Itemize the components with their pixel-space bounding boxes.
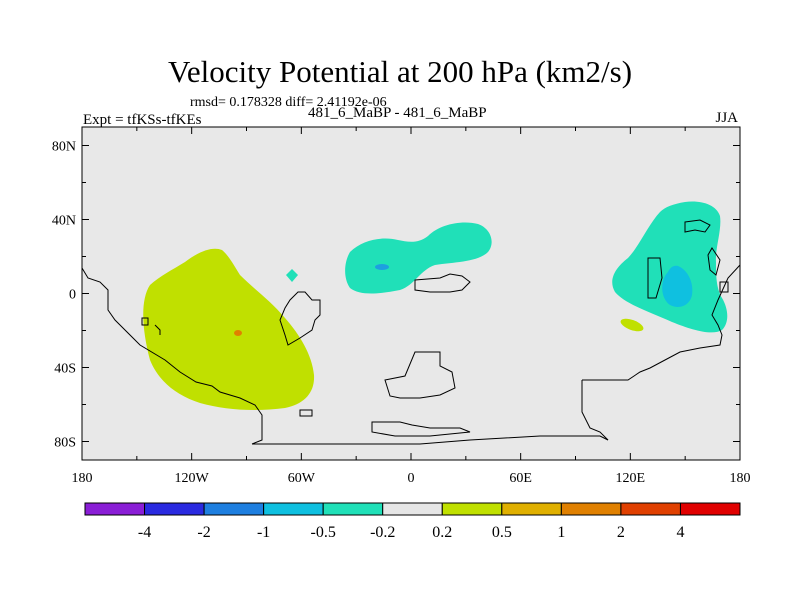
colorbar-swatch bbox=[620, 502, 681, 516]
x-tick-label: 180 bbox=[72, 471, 93, 486]
y-tick-label: 40N bbox=[52, 214, 76, 229]
x-tick-label: 180 bbox=[730, 471, 751, 486]
coastlines bbox=[81, 219, 741, 445]
region-negative-west-pacific-core bbox=[662, 265, 693, 307]
coast-australia-south bbox=[581, 380, 609, 441]
colorbar-swatch bbox=[679, 502, 741, 516]
region-positive-core bbox=[234, 330, 242, 336]
region-negative-west-pacific bbox=[612, 201, 728, 333]
region-positive-small-patch bbox=[620, 318, 644, 332]
colorbar: -4 -2 -1 -0.5 -0.2 0.2 0.5 1 2 4 bbox=[84, 502, 741, 541]
x-axis: 180 120W 60W 0 60E 120E 180 bbox=[72, 127, 751, 486]
coast-africa bbox=[279, 291, 321, 346]
region-small-negative bbox=[286, 269, 298, 282]
colorbar-label: 1 bbox=[557, 524, 565, 541]
colorbar-swatch bbox=[84, 502, 146, 516]
colorbar-swatch bbox=[501, 502, 562, 516]
coast-indonesia bbox=[647, 257, 663, 299]
region-positive-pacific bbox=[143, 248, 315, 411]
coast-australia bbox=[582, 264, 741, 381]
x-tick-label: 120W bbox=[175, 471, 210, 486]
colorbar-label: 0.5 bbox=[492, 524, 512, 541]
colorbar-swatch bbox=[144, 502, 205, 516]
case-label: 481_6_MaBP - 481_6_MaBP bbox=[308, 105, 487, 121]
y-axis: 80N 40N 0 40S 80S bbox=[52, 140, 740, 451]
experiment-label: Expt = tfKSs-tfKEs bbox=[83, 112, 202, 128]
x-tick-label: 0 bbox=[408, 471, 415, 486]
colorbar-label: 2 bbox=[617, 524, 625, 541]
coast-antarctic-peninsula bbox=[299, 409, 313, 417]
region-negative-atlantic-core bbox=[375, 264, 389, 270]
coast-africa-south bbox=[384, 351, 456, 399]
coast-philippines bbox=[684, 219, 711, 233]
y-tick-label: 80S bbox=[54, 436, 76, 451]
y-tick-label: 80N bbox=[52, 140, 76, 155]
y-tick-label: 0 bbox=[69, 288, 76, 303]
colorbar-label: 4 bbox=[676, 524, 684, 541]
region-negative-atlantic bbox=[345, 222, 492, 294]
coast-japan bbox=[707, 247, 721, 276]
coast-antarctica bbox=[252, 435, 609, 445]
colorbar-swatch bbox=[322, 502, 384, 516]
colorbar-label: 0.2 bbox=[432, 524, 452, 541]
figure-title: Velocity Potential at 200 hPa (km2/s) bbox=[167, 54, 633, 89]
x-tick-label: 60E bbox=[509, 471, 532, 486]
stats-label: rmsd= 0.178328 diff= 2.41192e-06 bbox=[190, 95, 387, 110]
colorbar-swatch bbox=[263, 502, 324, 516]
colorbar-label: -1 bbox=[257, 524, 270, 541]
coast-pacific-islands bbox=[719, 281, 729, 293]
x-tick-label: 120E bbox=[616, 471, 646, 486]
x-tick-label: 60W bbox=[288, 471, 316, 486]
colorbar-swatch bbox=[203, 502, 265, 516]
coast-south-america bbox=[81, 267, 263, 445]
colorbar-label: -0.5 bbox=[311, 524, 336, 541]
colorbar-label: -2 bbox=[197, 524, 210, 541]
colorbar-swatch bbox=[441, 502, 503, 516]
coast-central-america bbox=[141, 317, 161, 335]
coast-weddell bbox=[371, 421, 471, 437]
colorbar-swatch bbox=[560, 502, 622, 516]
coast-eurasia bbox=[414, 273, 471, 293]
shaded-regions bbox=[143, 201, 728, 411]
y-tick-label: 40S bbox=[54, 362, 76, 377]
colorbar-swatch bbox=[382, 502, 443, 516]
season-label: JJA bbox=[715, 110, 738, 126]
colorbar-label: -0.2 bbox=[370, 524, 395, 541]
colorbar-label: -4 bbox=[138, 524, 151, 541]
